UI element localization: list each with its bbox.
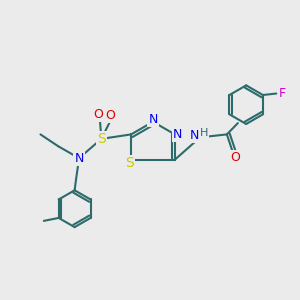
Text: N: N — [148, 113, 158, 126]
Text: O: O — [230, 151, 240, 164]
Text: F: F — [279, 87, 286, 100]
Text: S: S — [125, 156, 134, 170]
Text: N: N — [74, 152, 84, 165]
Text: O: O — [94, 108, 103, 121]
Text: O: O — [105, 109, 115, 122]
Text: H: H — [200, 128, 208, 138]
Text: N: N — [172, 128, 182, 141]
Text: N: N — [190, 129, 200, 142]
Text: S: S — [97, 132, 106, 146]
